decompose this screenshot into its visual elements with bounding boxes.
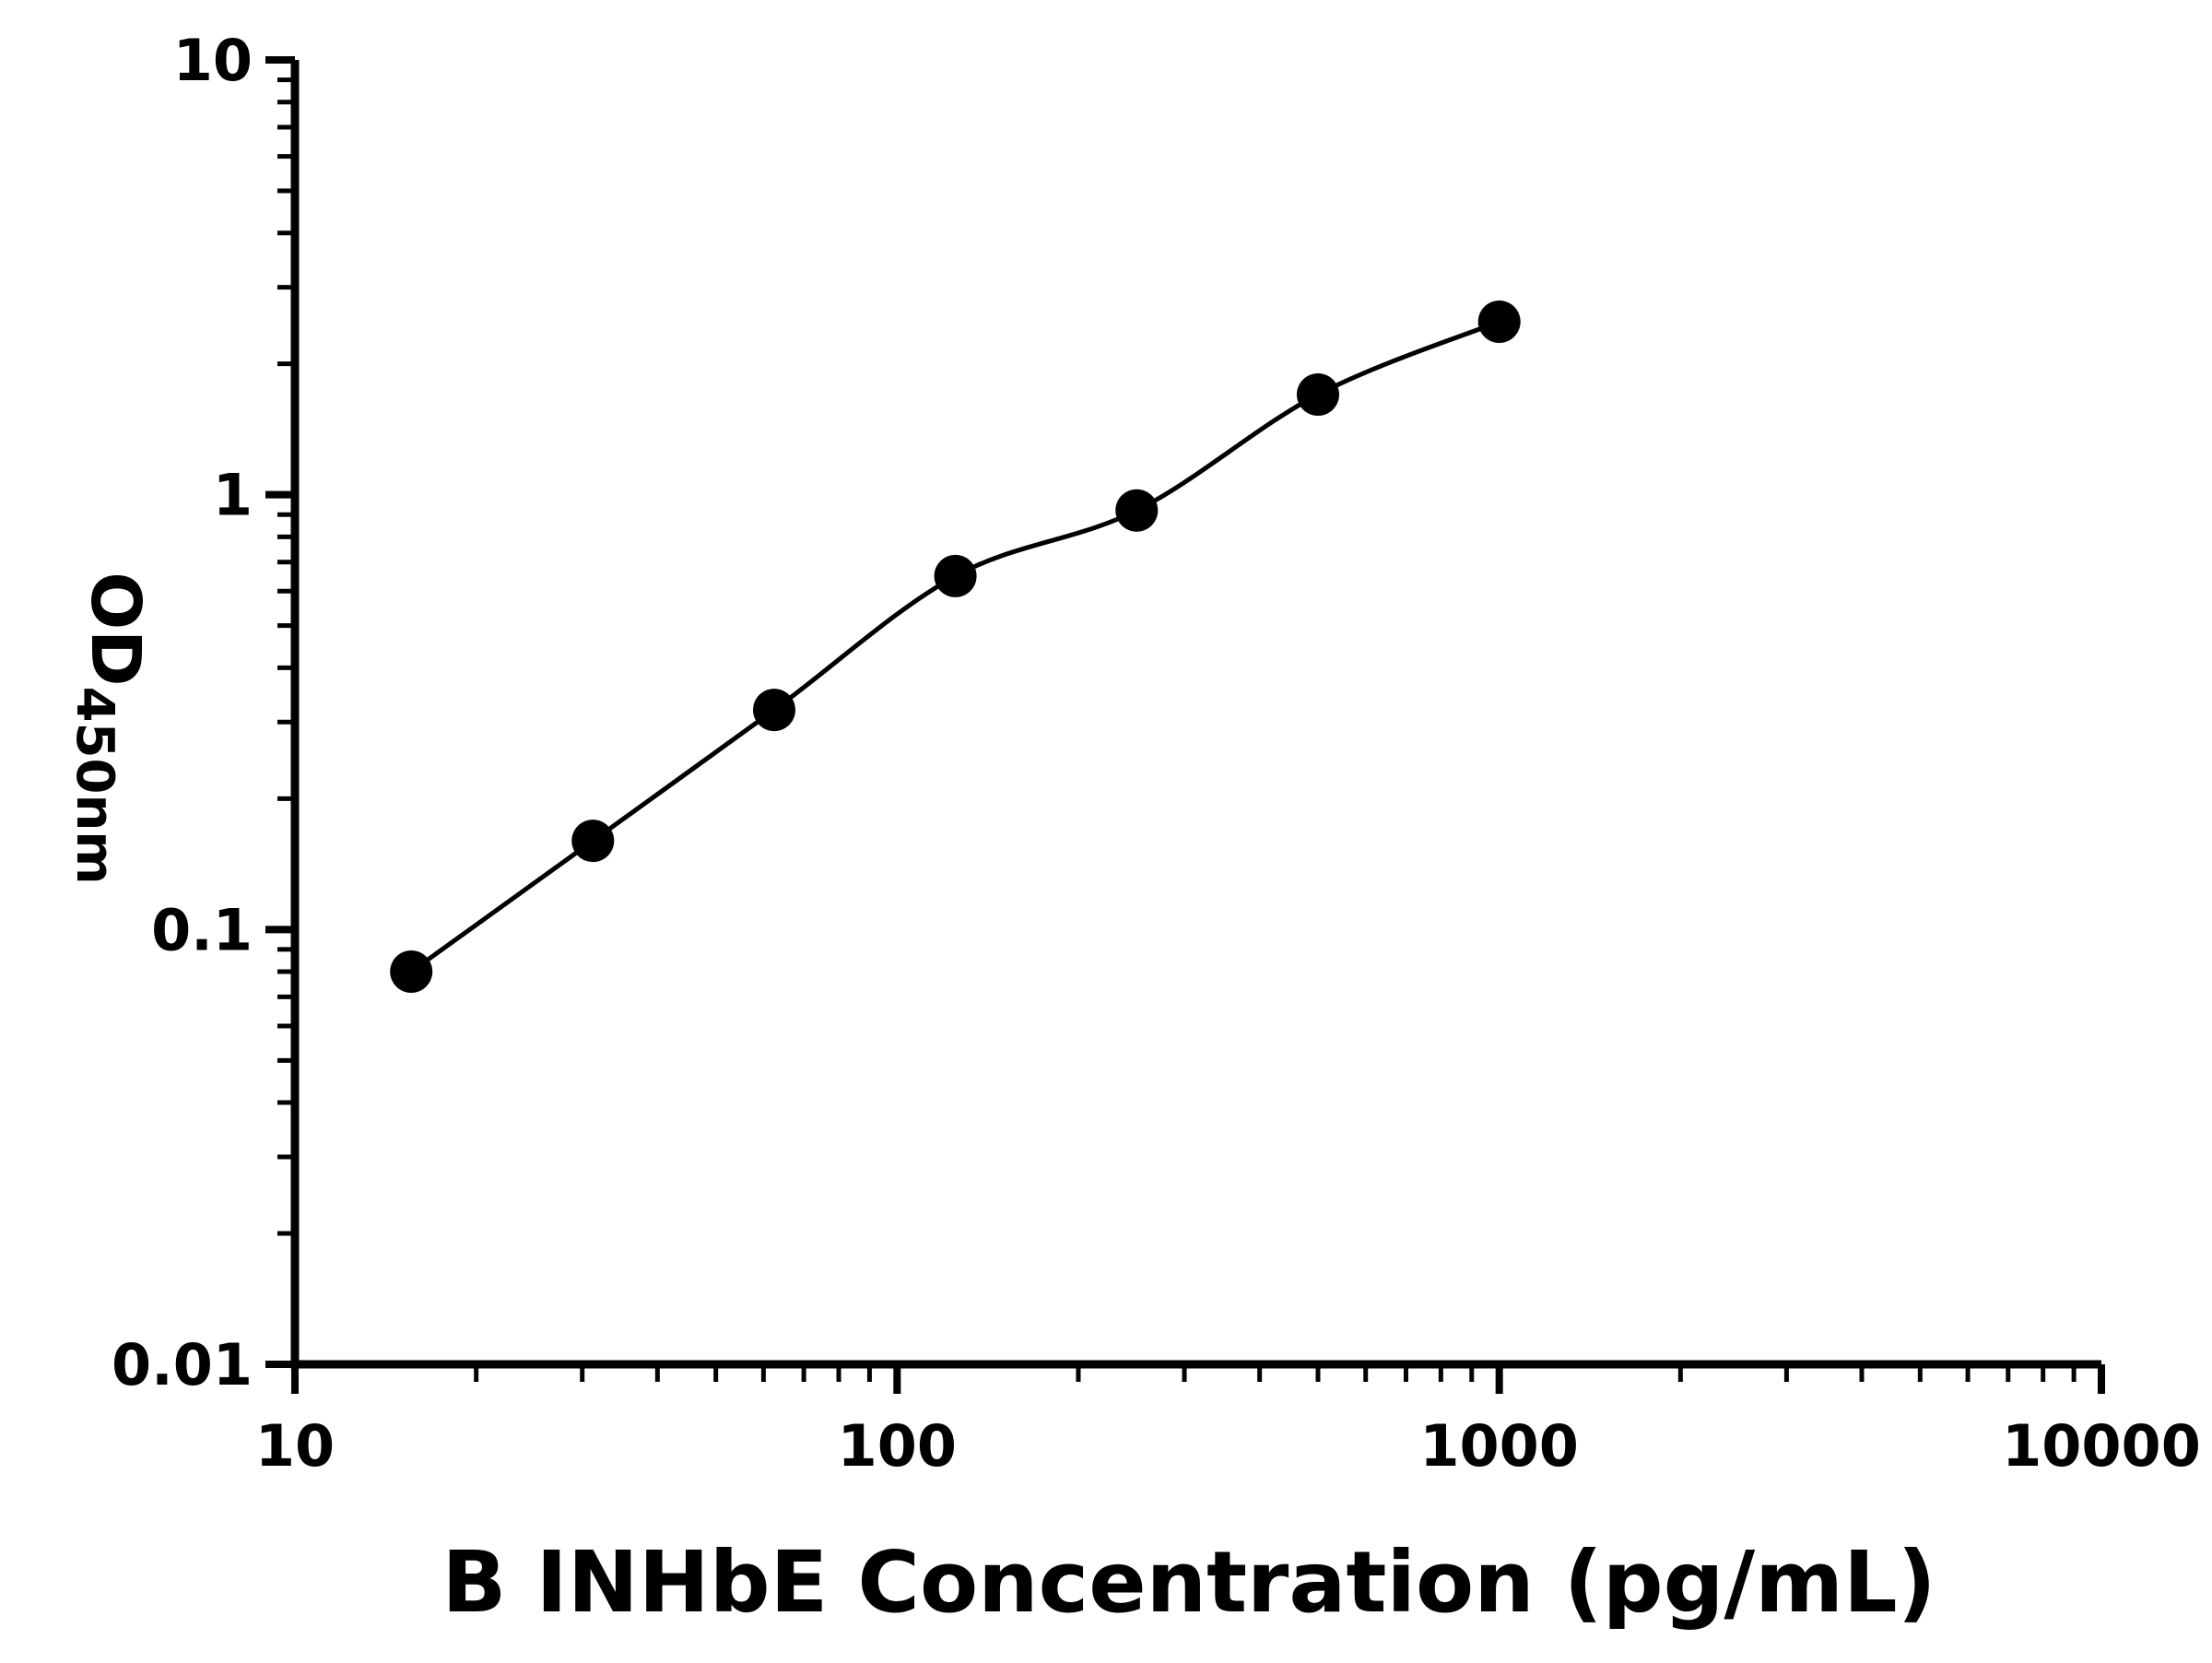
data-point-marker <box>571 820 615 863</box>
axis-tick-labels: 10 100 1000 10000 0.01 0.1 1 10 <box>112 27 2201 1480</box>
y-tick-label: 0.01 <box>112 1331 253 1398</box>
x-tick-label: 10 <box>255 1412 335 1480</box>
y-tick-label: 1 <box>213 462 253 529</box>
y-tick-label: 10 <box>173 27 253 94</box>
x-tick-label: 10000 <box>2002 1412 2201 1480</box>
data-point-marker <box>1115 489 1159 532</box>
y-axis-title-main: OD <box>76 572 155 686</box>
x-tick-label: 1000 <box>1419 1412 1579 1480</box>
data-point-marker <box>753 689 795 732</box>
data-point-marker <box>390 950 433 993</box>
x-axis-title: B INHbE Concentration (pg/mL) <box>441 1533 1936 1632</box>
axis-ticks <box>265 56 2105 1394</box>
data-point-marker <box>1477 301 1521 343</box>
axis-spines <box>290 60 2101 1369</box>
y-axis-title: OD450nm <box>65 572 155 884</box>
x-tick-label: 100 <box>838 1412 957 1480</box>
fit-curve <box>408 319 1502 974</box>
data-point-marker <box>1297 373 1339 416</box>
data-point-marker <box>934 554 977 597</box>
y-tick-label: 0.1 <box>151 896 253 963</box>
y-axis-title-subscript: 450nm <box>65 687 124 885</box>
data-points <box>390 301 1521 993</box>
